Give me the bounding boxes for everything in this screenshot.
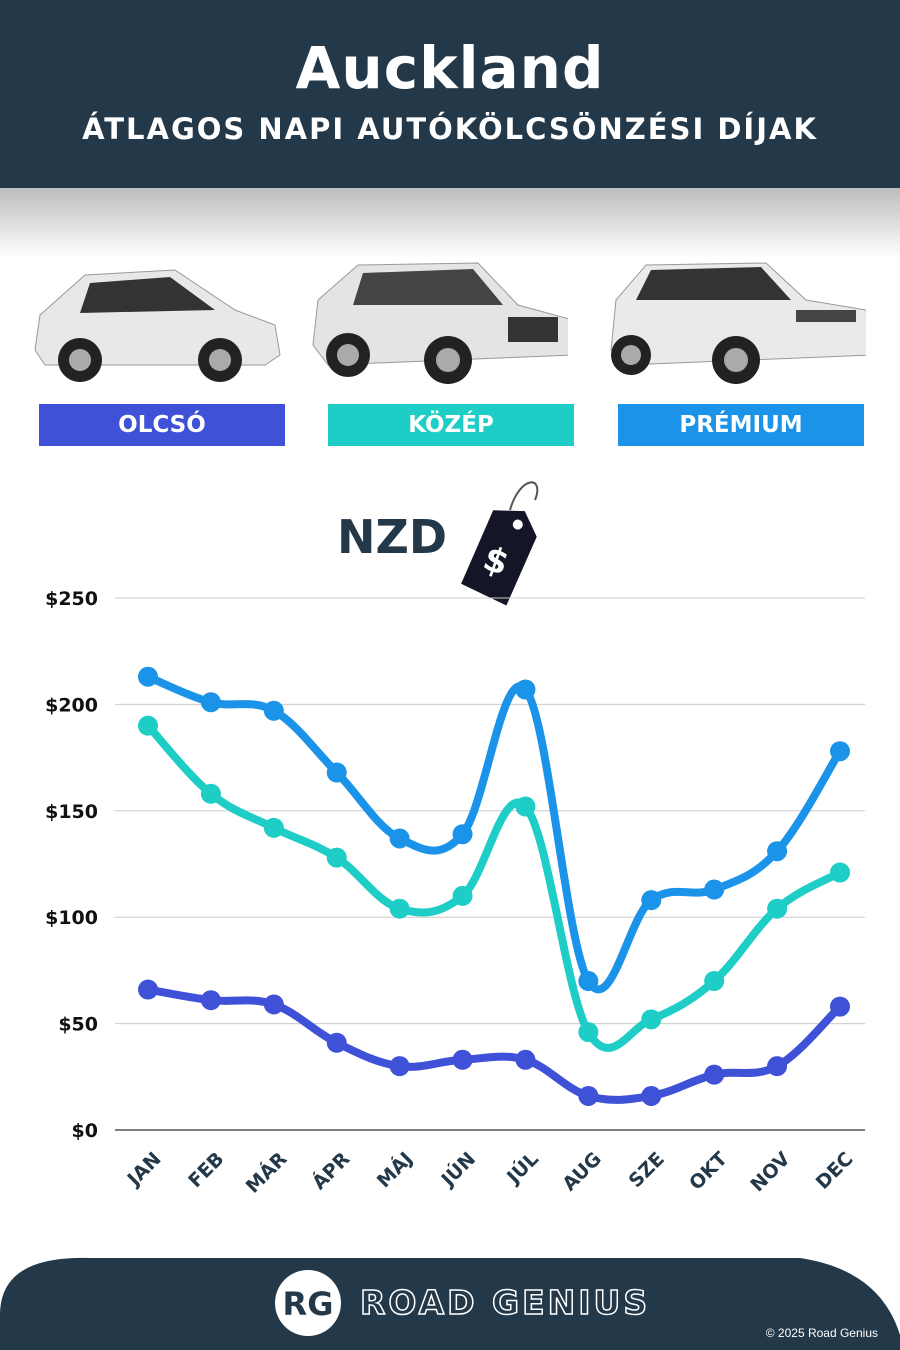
- data-point: [452, 1049, 473, 1070]
- header: Auckland ÁTLAGOS NAPI AUTÓKÖLCSÖNZÉSI DÍ…: [0, 0, 900, 188]
- data-point: [830, 741, 850, 762]
- x-tick-label: FEB: [184, 1148, 228, 1192]
- data-point: [200, 692, 221, 713]
- data-point: [704, 971, 725, 992]
- currency-label: NZD: [337, 510, 448, 564]
- y-tick-label: $100: [45, 907, 98, 929]
- x-tick-label: AUG: [558, 1148, 605, 1195]
- data-point: [704, 879, 725, 900]
- data-point: [767, 841, 788, 862]
- road-genius-logo-icon: [275, 1270, 341, 1336]
- category-badge-premium: PRÉMIUM: [618, 404, 864, 446]
- data-point: [389, 1056, 410, 1077]
- line-chart: $0 $50 $100 $150 $200 $250 JAN FEB MÁR ÁPR MÁJ JÚN J…: [45, 588, 865, 1198]
- footer: RG: [0, 1257, 900, 1350]
- series-line-olcsó: [147, 985, 843, 1104]
- x-tick-label: MÁR: [241, 1147, 292, 1198]
- page-title: Auckland: [295, 34, 605, 102]
- economy-car-image: [34, 269, 281, 382]
- data-point: [767, 898, 788, 919]
- data-point: [515, 679, 536, 700]
- data-point: [138, 979, 158, 1000]
- x-tick-label: MÁJ: [372, 1147, 417, 1192]
- data-point: [830, 862, 850, 883]
- data-point: [641, 1009, 662, 1030]
- data-point: [200, 783, 221, 804]
- data-point: [578, 971, 599, 992]
- data-point: [767, 1056, 788, 1077]
- x-tick-label: DEC: [812, 1148, 858, 1194]
- category-badge-midsize: KÖZÉP: [328, 404, 574, 446]
- data-point: [641, 890, 662, 911]
- x-tick-label: JÚN: [435, 1147, 481, 1193]
- brand-name: ROAD GENIUS: [359, 1282, 651, 1323]
- logo-monogram: RG: [283, 1285, 334, 1323]
- data-point: [830, 996, 850, 1017]
- x-tick-label: NOV: [746, 1148, 794, 1196]
- y-tick-label: $250: [45, 588, 98, 610]
- copyright: © 2025 Road Genius: [765, 1326, 878, 1340]
- data-point: [326, 762, 347, 783]
- x-tick-label: SZE: [625, 1148, 669, 1192]
- data-point: [515, 1049, 536, 1070]
- header-shadow: [0, 188, 900, 258]
- data-point: [641, 1085, 662, 1106]
- data-point: [452, 824, 473, 845]
- data-point: [389, 828, 410, 849]
- premium-suv-image: [610, 262, 866, 384]
- data-point: [263, 817, 284, 838]
- y-tick-label: $50: [58, 1014, 98, 1036]
- x-tick-label: ÁPR: [307, 1147, 354, 1194]
- data-point: [704, 1064, 725, 1085]
- data-point: [452, 885, 473, 906]
- data-point: [326, 1032, 347, 1053]
- data-point: [263, 700, 284, 721]
- data-point: [200, 990, 221, 1011]
- data-point: [578, 1022, 599, 1043]
- data-point: [578, 1085, 599, 1106]
- price-tag-dollar-icon: $: [461, 481, 539, 606]
- data-point: [263, 994, 284, 1015]
- midsize-suv-image: [312, 262, 568, 384]
- y-tick-label: $200: [45, 694, 98, 716]
- x-tick-label: OKT: [685, 1148, 732, 1195]
- data-point: [389, 898, 410, 919]
- data-point: [515, 796, 536, 817]
- data-point: [138, 715, 158, 736]
- y-tick-label: $150: [45, 801, 98, 823]
- y-tick-label: $0: [72, 1120, 98, 1142]
- category-badge-economy: OLCSÓ: [39, 404, 285, 446]
- data-point: [138, 666, 158, 687]
- page-subtitle: ÁTLAGOS NAPI AUTÓKÖLCSÖNZÉSI DÍJAK: [82, 112, 818, 146]
- x-tick-label: JÚL: [500, 1147, 543, 1190]
- data-point: [326, 847, 347, 868]
- x-tick-label: JAN: [122, 1148, 166, 1192]
